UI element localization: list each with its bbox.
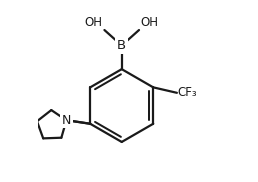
Text: OH: OH: [85, 16, 103, 29]
Text: OH: OH: [141, 16, 159, 29]
Text: B: B: [117, 39, 126, 52]
Text: N: N: [62, 114, 71, 127]
Text: CF₃: CF₃: [178, 86, 197, 99]
